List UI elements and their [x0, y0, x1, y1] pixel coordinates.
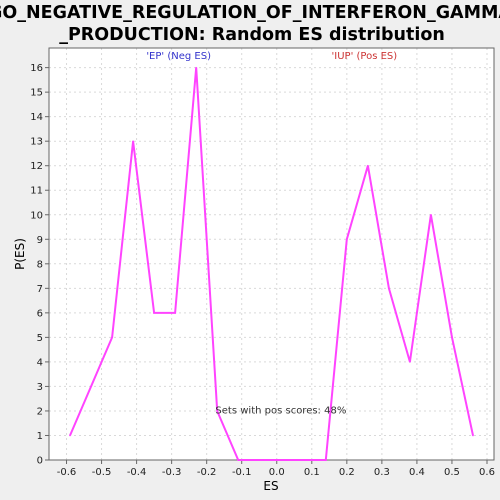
y-tick-label: 6 [37, 308, 43, 319]
y-tick-label: 3 [37, 382, 43, 393]
data-point [303, 459, 306, 461]
data-point [388, 287, 390, 290]
y-tick-label: 10 [30, 210, 43, 221]
y-tick-label: 9 [37, 235, 43, 246]
chart-title-line-2: _PRODUCTION: Random ES distribution [59, 25, 445, 45]
x-tick-label: -0.2 [197, 467, 217, 478]
annotations: 'EP' (Neg ES) 'IUP' (Pos ES) Sets with pos… [146, 51, 397, 416]
y-tick-label: 14 [30, 112, 43, 123]
data-point [261, 459, 264, 461]
y-tick-label: 11 [30, 186, 43, 197]
y-axis-label: P(ES) [13, 238, 27, 270]
y-tick-label: 15 [30, 88, 43, 99]
x-tick-label: 0.6 [479, 467, 495, 478]
data-point [132, 140, 134, 142]
data-point [153, 312, 155, 314]
chart-title-line-1: GO_NEGATIVE_REGULATION_OF_INTERFERON_GAM… [0, 3, 500, 23]
series [69, 66, 474, 461]
x-tick-label: -0.3 [162, 467, 182, 478]
y-tick-label: 5 [37, 333, 43, 344]
y-tick-label: 4 [37, 357, 43, 368]
y-tick-label: 8 [37, 259, 43, 270]
data-point [237, 459, 240, 461]
data-point [409, 361, 411, 363]
y-tick-label: 0 [37, 456, 43, 467]
x-tick-label: 0.4 [409, 467, 425, 478]
plot-area [49, 48, 494, 460]
data-point [174, 312, 176, 314]
y-tick-label: 7 [37, 284, 43, 295]
x-tick-label: 0.2 [339, 467, 355, 478]
y-tick-label: 1 [37, 431, 43, 442]
x-tick-label: 0.3 [374, 467, 390, 478]
y-tick-label: 13 [30, 137, 43, 148]
x-tick-label: 0.0 [269, 467, 285, 478]
axes: -0.6 -0.5 -0.4 -0.3 -0.2 -0.1 0.0 0.1 0.2 0.3 0.4 0… [30, 47, 495, 478]
pos-scores-note: Sets with pos scores: 48% [215, 405, 346, 416]
data-point [472, 434, 474, 437]
x-tick-label: -0.5 [92, 467, 112, 478]
x-axis-label: ES [263, 479, 278, 493]
data-point [451, 336, 453, 339]
x-tick-label: -0.1 [232, 467, 252, 478]
x-tick-label: 0.5 [444, 467, 460, 478]
y-tick-label: 2 [37, 406, 43, 417]
x-tick-label: 0.1 [304, 467, 320, 478]
y-tick-label: 12 [30, 161, 43, 172]
data-point [195, 66, 197, 69]
data-point [69, 434, 71, 437]
data-point [216, 410, 218, 412]
data-point [111, 336, 113, 339]
data-point [325, 459, 327, 461]
data-point [367, 164, 369, 167]
y-tick-label: 16 [30, 63, 43, 74]
pos-es-label: 'IUP' (Pos ES) [332, 51, 398, 62]
x-tick-label: -0.6 [57, 467, 77, 478]
data-point [430, 213, 432, 216]
data-point [282, 459, 285, 461]
data-point [346, 238, 348, 241]
neg-es-label: 'EP' (Neg ES) [146, 51, 211, 62]
x-tick-label: -0.4 [127, 467, 147, 478]
